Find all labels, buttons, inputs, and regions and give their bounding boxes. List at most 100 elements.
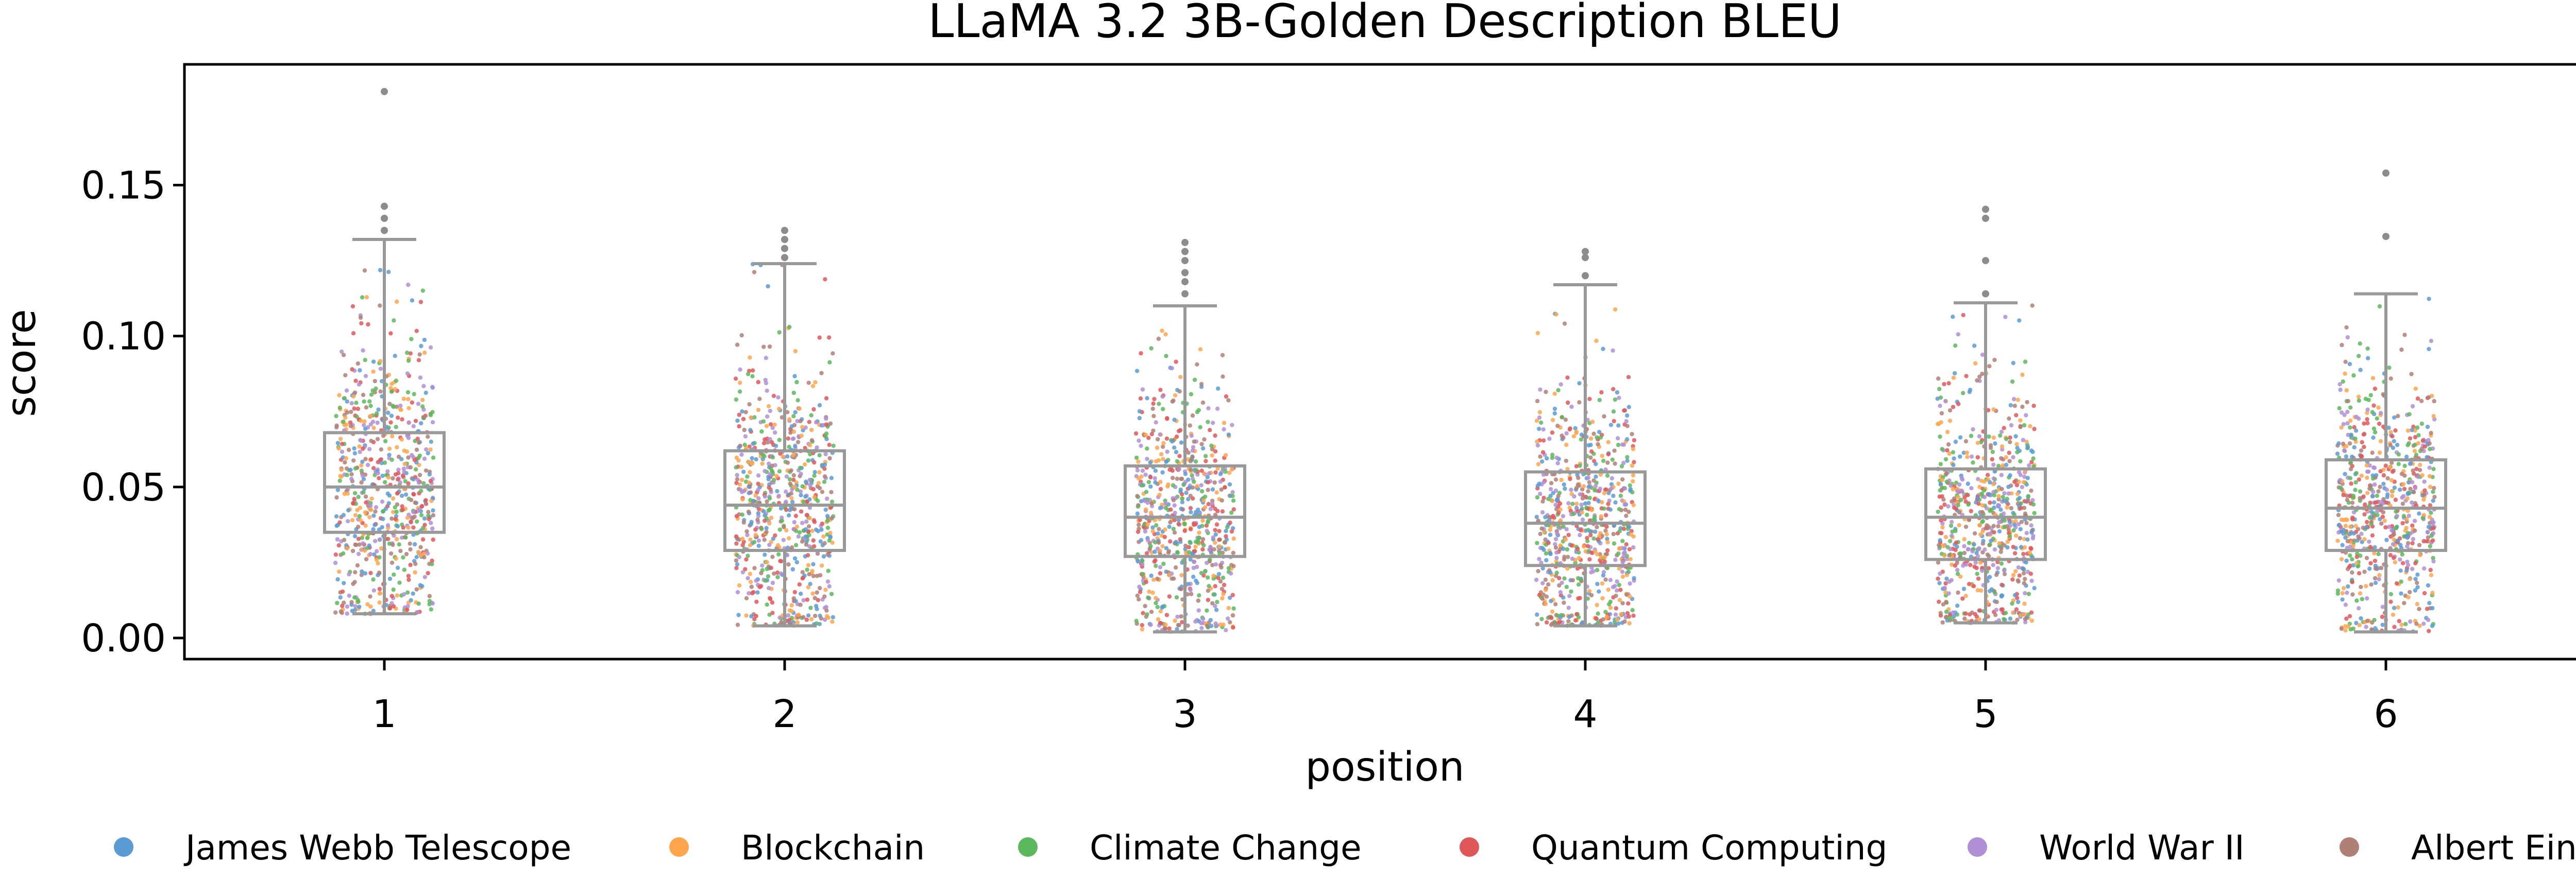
jitter-point [409,519,413,524]
jitter-point [1140,559,1145,563]
jitter-point [1954,540,1959,545]
jitter-point [2408,487,2413,491]
jitter-point [1148,544,1153,548]
jitter-point [1156,336,1161,341]
jitter-point [1160,544,1165,549]
x-tick-label: 4 [1573,692,1597,736]
jitter-point [2385,495,2389,499]
jitter-point [1576,582,1581,587]
jitter-point [2343,628,2348,633]
jitter-point [1176,429,1181,434]
jitter-point [1156,617,1161,622]
jitter-point [736,613,741,617]
jitter-point [1230,467,1234,472]
jitter-point [358,450,362,454]
jitter-point [1936,509,1940,514]
box-iqr [323,431,446,534]
jitter-point [786,613,791,618]
jitter-point [2416,433,2421,438]
jitter-point [405,350,410,355]
jitter-point [1963,611,1968,616]
jitter-point [2353,436,2358,441]
jitter-point [1620,601,1625,606]
jitter-point [1221,374,1225,379]
jitter-point [1201,543,1206,548]
jitter-point [411,510,416,514]
jitter-point [406,577,411,582]
jitter-point [2405,491,2410,496]
jitter-point [2340,591,2345,596]
jitter-point [2358,341,2362,346]
jitter-point [361,392,366,398]
jitter-point [379,546,384,551]
jitter-point [1556,494,1561,498]
jitter-point [2431,489,2435,494]
jitter-point [1993,441,1997,446]
jitter-point [1555,423,1560,428]
jitter-point [1973,361,1978,366]
jitter-point [2391,445,2396,450]
jitter-point [2376,489,2381,494]
jitter-point [426,551,430,556]
jitter-point [1608,423,1614,427]
jitter-point [419,513,424,517]
jitter-point [1937,599,1941,604]
jitter-point [764,356,769,360]
jitter-point [418,300,423,304]
jitter-point [337,393,342,398]
jitter-point [750,456,754,461]
jitter-point [2031,456,2036,461]
jitter-point [414,555,419,560]
jitter-point [814,603,819,609]
jitter-point [1537,557,1541,561]
jitter-point [2370,451,2375,455]
box-iqr [723,449,846,552]
jitter-point [765,388,769,393]
jitter-point [2359,448,2364,453]
jitter-point [792,556,798,561]
jitter-point [341,513,346,517]
jitter-point [358,506,363,510]
jitter-point [734,514,739,519]
jitter-point [1224,394,1229,399]
jitter-point [340,349,344,354]
jitter-point [2012,403,2017,408]
jitter-point [429,521,433,525]
jitter-point [1189,592,1194,596]
legend-item: James Webb Telescope [114,828,571,868]
jitter-point [2028,572,2033,576]
jitter-point [356,551,361,557]
jitter-point [359,573,364,577]
jitter-point [376,471,380,476]
jitter-point [1588,455,1593,460]
jitter-point [402,567,406,572]
jitter-point [2345,421,2350,426]
jitter-point [1151,428,1156,433]
jitter-point [361,348,365,353]
jitter-point [823,452,828,457]
jitter-point [1549,599,1553,603]
jitter-point [1587,495,1592,501]
jitter-point [342,491,347,496]
jitter-point [1999,546,2004,551]
jitter-point [1568,477,1572,481]
jitter-point [402,461,407,467]
jitter-point [1166,573,1172,577]
box-iqr [1124,464,1246,558]
jitter-point [2010,577,2015,582]
jitter-point [2402,601,2406,606]
jitter-point [352,491,358,495]
jitter-point [2004,455,2008,460]
jitter-point [1206,420,1210,424]
jitter-point [2404,568,2409,573]
jitter-point [2021,571,2026,576]
jitter-point [825,579,831,584]
jitter-point [1626,375,1631,379]
jitter-point [2349,481,2353,486]
jitter-point [345,546,349,551]
jitter-point [1619,612,1624,616]
jitter-point [2396,462,2401,467]
jitter-point [1535,439,1539,444]
jitter-point [409,337,414,341]
jitter-point [1224,628,1228,632]
